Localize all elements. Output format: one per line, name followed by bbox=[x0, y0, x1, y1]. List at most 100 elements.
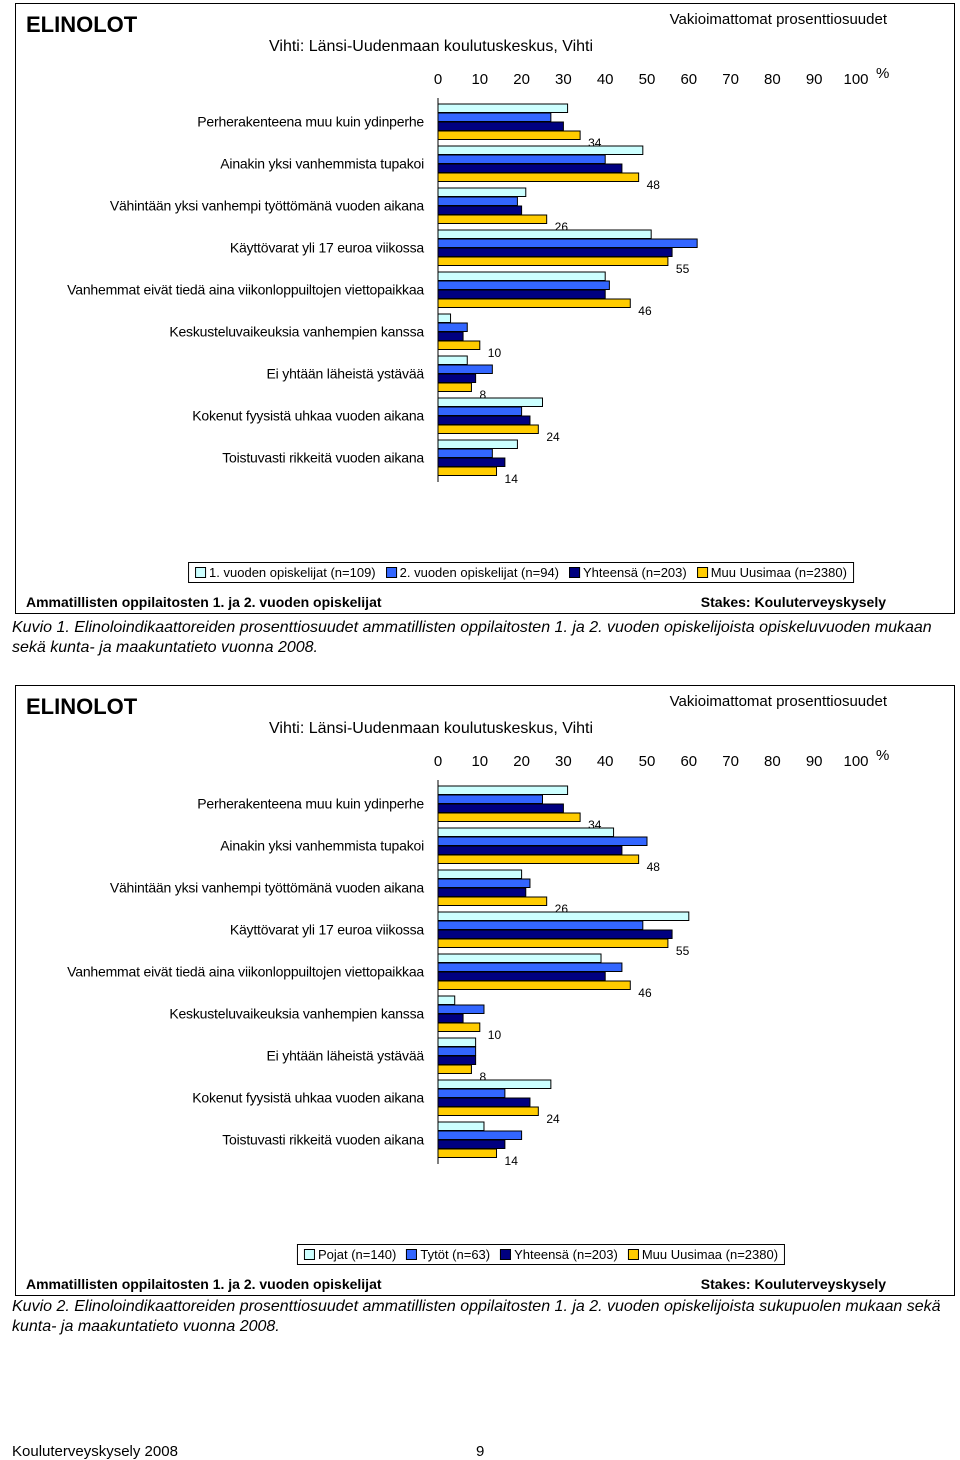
bar bbox=[437, 355, 468, 365]
legend-item: Yhteensä (n=203) bbox=[569, 565, 687, 580]
legend-item: 2. vuoden opiskelijat (n=94) bbox=[385, 565, 560, 580]
bar bbox=[437, 1139, 506, 1149]
footer-text: Kouluterveyskysely 2008 bbox=[12, 1443, 178, 1460]
legend-swatch bbox=[569, 567, 581, 578]
bar bbox=[437, 836, 648, 846]
legend-swatch bbox=[406, 1249, 418, 1260]
bar bbox=[437, 340, 481, 350]
bar bbox=[437, 205, 523, 215]
value-label: 10 bbox=[488, 346, 502, 360]
x-tick-label: 10 bbox=[471, 71, 488, 88]
x-tick-label: 40 bbox=[597, 71, 614, 88]
bar bbox=[437, 971, 606, 981]
category-label: Kokenut fyysistä uhkaa vuoden aikana bbox=[192, 407, 424, 424]
x-tick-label: 90 bbox=[806, 71, 823, 88]
x-tick-label: 100 bbox=[843, 71, 868, 88]
value-label: 8 bbox=[479, 388, 486, 402]
bar bbox=[437, 1106, 539, 1116]
legend-label: 2. vuoden opiskelijat (n=94) bbox=[399, 565, 560, 580]
source-right: Stakes: Kouluterveyskysely bbox=[700, 594, 886, 610]
bar bbox=[437, 313, 452, 323]
bar bbox=[437, 1037, 477, 1047]
category-label: Vanhemmat eivät tiedä aina viikonloppuil… bbox=[67, 281, 424, 298]
bar bbox=[437, 238, 698, 248]
bar bbox=[437, 406, 523, 416]
bar bbox=[437, 827, 615, 837]
axis-unit: % bbox=[876, 65, 889, 82]
category-label: Kokenut fyysistä uhkaa vuoden aikana bbox=[192, 1089, 424, 1106]
chart-title: ELINOLOT bbox=[26, 694, 138, 719]
bar bbox=[437, 214, 548, 224]
bar bbox=[437, 869, 523, 879]
value-label: 48 bbox=[647, 178, 661, 192]
category-label: Toistuvasti rikkeitä vuoden aikana bbox=[222, 1131, 424, 1148]
chart-subtitle: Vihti: Länsi-Uudenmaan koulutuskeskus, V… bbox=[269, 38, 594, 55]
legend-swatch bbox=[385, 567, 397, 578]
category-label: Vanhemmat eivät tiedä aina viikonloppuil… bbox=[67, 963, 424, 980]
bar bbox=[437, 424, 539, 434]
legend-item: Tytöt (n=63) bbox=[406, 1247, 490, 1262]
source-left: Ammatillisten oppilaitosten 1. ja 2. vuo… bbox=[26, 594, 382, 610]
category-label: Ei yhtään läheistä ystävää bbox=[266, 1047, 425, 1064]
caption: Kuvio 2. Elinoloindikaattoreiden prosent… bbox=[12, 1298, 941, 1335]
value-label: 55 bbox=[676, 262, 690, 276]
bar bbox=[437, 1064, 472, 1074]
chart-subtitle: Vihti: Länsi-Uudenmaan koulutuskeskus, V… bbox=[269, 720, 594, 737]
x-tick-label: 0 bbox=[434, 753, 442, 770]
value-label: 14 bbox=[505, 1154, 519, 1168]
value-label: 55 bbox=[676, 944, 690, 958]
chart-title: ELINOLOT bbox=[26, 12, 138, 37]
bar bbox=[437, 121, 564, 131]
x-tick-label: 0 bbox=[434, 71, 442, 88]
x-tick-label: 50 bbox=[639, 753, 656, 770]
bar bbox=[437, 1097, 531, 1107]
legend: Pojat (n=140) Tytöt (n=63) Yhteensä (n=203… bbox=[296, 1244, 786, 1265]
x-tick-label: 80 bbox=[764, 71, 781, 88]
bar bbox=[437, 331, 464, 341]
x-tick-label: 30 bbox=[555, 71, 572, 88]
bar bbox=[437, 172, 640, 182]
bar bbox=[437, 929, 673, 939]
x-tick-label: 20 bbox=[513, 71, 530, 88]
bar bbox=[437, 373, 477, 383]
category-label: Käyttövarat yli 17 euroa viikossa bbox=[229, 239, 424, 256]
legend-label: Yhteensä (n=203) bbox=[514, 1247, 618, 1262]
x-tick-label: 50 bbox=[639, 71, 656, 88]
axis-unit: % bbox=[876, 747, 889, 764]
bar bbox=[437, 382, 472, 392]
bar bbox=[437, 845, 623, 855]
category-label: Ainakin yksi vanhemmista tupakoi bbox=[220, 837, 424, 854]
bar bbox=[437, 256, 669, 266]
value-label: 46 bbox=[638, 986, 652, 1000]
bar bbox=[437, 289, 606, 299]
bar bbox=[437, 953, 602, 963]
bar bbox=[437, 887, 527, 897]
bar bbox=[437, 995, 456, 1005]
category-label: Vähintään yksi vanhempi työttömänä vuode… bbox=[109, 197, 424, 214]
bar bbox=[437, 938, 669, 948]
bar bbox=[437, 130, 581, 140]
bar bbox=[437, 280, 610, 290]
legend-label: Yhteensä (n=203) bbox=[583, 565, 687, 580]
legend-swatch bbox=[627, 1249, 639, 1260]
category-label: Keskusteluvaikeuksia vanhempien kanssa bbox=[169, 323, 424, 340]
legend-label: Pojat (n=140) bbox=[317, 1247, 397, 1262]
legend-item: 1. vuoden opiskelijat (n=109) bbox=[195, 565, 376, 580]
bar bbox=[437, 163, 623, 173]
bar bbox=[437, 911, 690, 921]
bar bbox=[437, 439, 518, 449]
bar bbox=[437, 1148, 498, 1158]
legend-label: 1. vuoden opiskelijat (n=109) bbox=[209, 565, 376, 580]
bar bbox=[437, 364, 493, 374]
bar bbox=[437, 854, 640, 864]
bar bbox=[437, 1055, 477, 1065]
bar bbox=[437, 1013, 464, 1023]
bar bbox=[437, 1046, 477, 1056]
legend-swatch bbox=[195, 567, 207, 578]
legend-swatch bbox=[696, 567, 708, 578]
x-tick-label: 100 bbox=[843, 753, 868, 770]
chart: ELINOLOT Vakioimattomat prosenttiosuudet V… bbox=[15, 3, 955, 614]
bar bbox=[437, 457, 506, 467]
bar bbox=[437, 397, 543, 407]
